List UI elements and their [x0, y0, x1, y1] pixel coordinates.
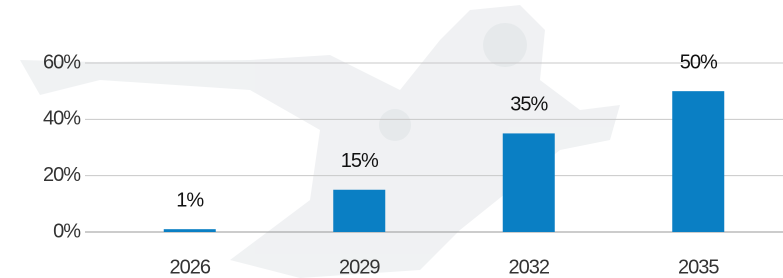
bar: [333, 190, 385, 232]
y-tick-label: 0%: [53, 220, 81, 242]
value-label: 1%: [176, 189, 204, 211]
y-tick-label: 20%: [43, 164, 81, 186]
value-label: 15%: [341, 150, 379, 172]
bar: [164, 229, 216, 232]
value-label: 35%: [510, 94, 548, 116]
x-tick-label: 2026: [170, 256, 211, 278]
chart: 0% 20% 40% 60% 2026 1% 2029 15% 2032 35% 2035 50%: [0, 0, 783, 278]
robot-joint: [483, 23, 527, 67]
bar: [672, 91, 724, 232]
x-tick-label: 2029: [339, 256, 380, 278]
value-label: 50%: [680, 51, 718, 73]
x-tick-label: 2035: [678, 256, 719, 278]
x-tick-label: 2032: [509, 256, 550, 278]
y-tick-label: 60%: [43, 51, 81, 73]
y-tick-label: 40%: [43, 108, 81, 130]
robot-joint: [379, 109, 411, 141]
bar: [503, 133, 555, 232]
